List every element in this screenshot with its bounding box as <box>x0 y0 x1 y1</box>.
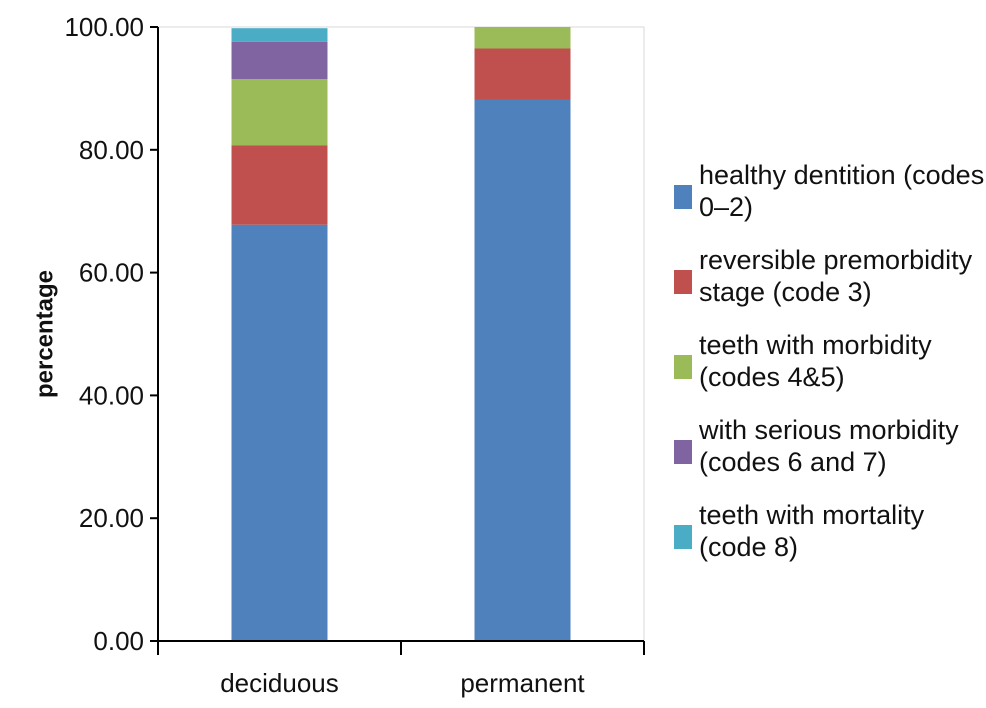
legend-label-4-line-1: (code 8) <box>699 532 798 562</box>
legend-swatch-2 <box>674 355 692 379</box>
legend-swatch-3 <box>674 440 692 464</box>
y-tick-label: 80.00 <box>79 135 144 165</box>
legend-label-3-line-1: (codes 6 and 7) <box>699 447 887 477</box>
bar-deciduous-series-4 <box>231 28 328 42</box>
x-tick-label-permanent: permanent <box>460 668 585 698</box>
legend-label-2-line-1: (codes 4&5) <box>699 362 845 392</box>
bar-permanent-series-0 <box>474 99 571 641</box>
bar-permanent-series-1 <box>474 48 571 100</box>
legend-swatch-0 <box>674 185 692 209</box>
bar-deciduous-series-2 <box>231 79 328 146</box>
y-tick-label: 0.00 <box>93 626 144 656</box>
bar-deciduous-series-0 <box>231 224 328 641</box>
legend-label-3-line-0: with serious morbidity <box>698 415 959 445</box>
legend-label-0-line-1: 0–2) <box>699 192 753 222</box>
y-tick-label: 60.00 <box>79 258 144 288</box>
legend-swatch-4 <box>674 525 692 549</box>
legend-label-2-line-0: teeth with morbidity <box>699 330 932 360</box>
legend-label-1-line-1: stage (code 3) <box>699 277 872 307</box>
plot-area-background <box>157 26 645 642</box>
bars-group <box>231 27 571 641</box>
x-tick-label-deciduous: deciduous <box>220 668 339 698</box>
axes-group: deciduous permanent 0.00 20.00 40.00 60.00 80.… <box>64 12 645 698</box>
y-tick-label: 20.00 <box>79 503 144 533</box>
y-axis-label: percentage <box>31 270 58 398</box>
legend-label-4-line-0: teeth with mortality <box>699 500 925 530</box>
y-tick-label: 40.00 <box>79 380 144 410</box>
bar-deciduous-series-1 <box>231 145 328 225</box>
y-tick-label: 100.00 <box>64 12 144 42</box>
bar-deciduous-series-3 <box>231 41 328 80</box>
legend-swatch-1 <box>674 270 692 294</box>
bar-permanent-series-2 <box>474 27 571 49</box>
legend-label-0-line-0: healthy dentition (codes <box>699 160 984 190</box>
legend-label-1-line-0: reversible premorbidity <box>699 245 973 275</box>
